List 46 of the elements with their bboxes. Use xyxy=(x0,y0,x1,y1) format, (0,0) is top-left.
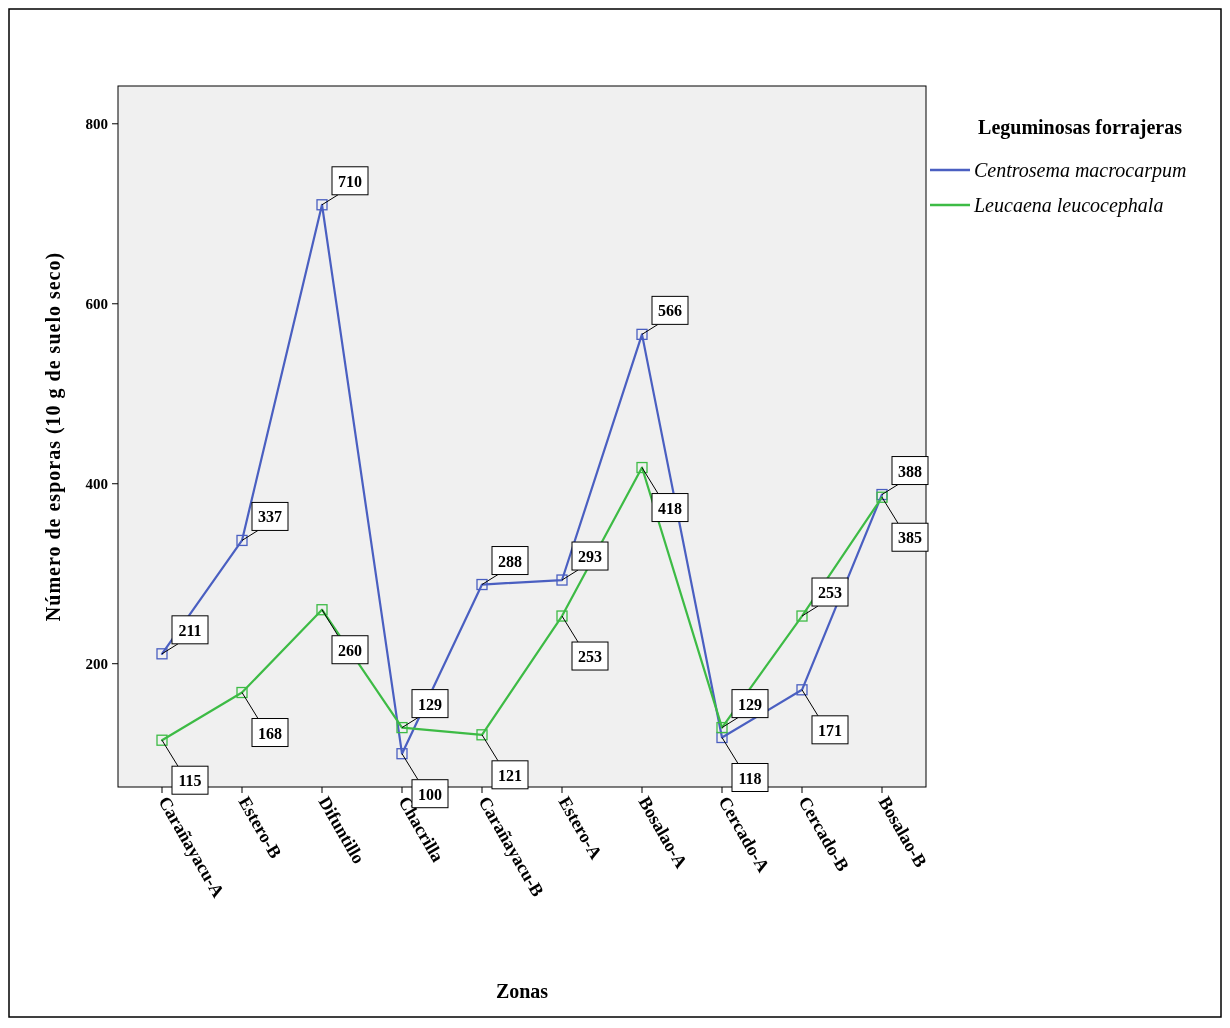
point xyxy=(476,578,488,591)
data-label: 168 xyxy=(258,724,282,742)
legend-label: Centrosema macrocarpum xyxy=(974,159,1187,182)
point xyxy=(796,610,808,622)
point xyxy=(476,729,488,741)
data-label: 118 xyxy=(738,769,762,787)
data-label: 253 xyxy=(818,584,842,602)
data-label: 288 xyxy=(498,552,522,570)
point xyxy=(636,328,648,341)
data-label: 211 xyxy=(178,621,202,639)
data-label: 337 xyxy=(258,508,282,526)
data-label: 121 xyxy=(498,766,522,784)
point xyxy=(156,648,168,660)
point xyxy=(396,721,408,734)
data-label: 388 xyxy=(898,462,922,480)
point xyxy=(796,684,808,696)
y-tick-label: 600 xyxy=(85,295,108,312)
point xyxy=(716,731,728,744)
point xyxy=(556,610,568,622)
y-tick-label: 200 xyxy=(85,655,108,672)
data-label: 171 xyxy=(818,721,842,739)
y-tick-label: 800 xyxy=(85,115,108,132)
data-label: 129 xyxy=(738,695,762,713)
data-label: 253 xyxy=(578,648,602,666)
point xyxy=(396,748,408,760)
x-axis-title: Zonas xyxy=(495,980,549,1002)
point xyxy=(316,604,328,616)
y-tick-label: 400 xyxy=(85,475,108,492)
legend-label: Leucaena leucocephala xyxy=(973,194,1164,217)
data-label: 115 xyxy=(178,772,202,790)
data-label: 385 xyxy=(898,529,922,547)
data-label: 418 xyxy=(658,499,682,517)
point xyxy=(316,199,328,211)
data-label: 129 xyxy=(418,695,442,713)
data-label: 566 xyxy=(658,302,682,320)
data-label: 293 xyxy=(578,548,602,566)
point xyxy=(236,534,248,547)
point xyxy=(716,721,728,734)
data-label: 260 xyxy=(338,641,362,659)
y-axis-title: Número de esporas (10 g de suelo seco) xyxy=(42,251,65,622)
point xyxy=(236,686,248,699)
legend-title: Leguminosas forrajeras xyxy=(978,116,1183,139)
point xyxy=(556,574,568,586)
point xyxy=(636,461,648,474)
data-label: 710 xyxy=(338,172,362,190)
point xyxy=(156,734,168,746)
